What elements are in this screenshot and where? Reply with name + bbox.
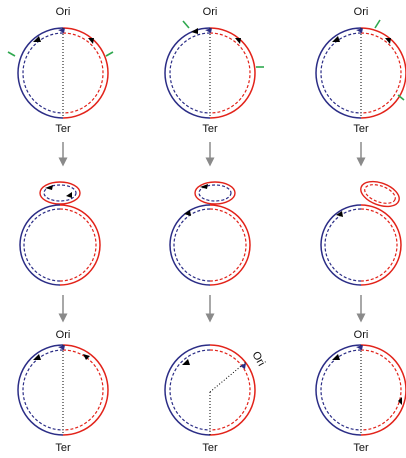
ter-label: Ter (353, 123, 369, 135)
ter-label: Ter (55, 442, 71, 454)
black-arrow-icon (332, 36, 340, 42)
fork-origin-icon (356, 345, 363, 350)
panel-r3c2: Ori Ter (164, 344, 267, 454)
black-arrow-icon (332, 354, 340, 360)
ter-label: Ter (55, 123, 71, 135)
black-arrow-icon (33, 354, 41, 360)
black-arrow-icon (336, 211, 343, 217)
fork-origin-icon (240, 363, 246, 369)
ori-label: Ori (56, 6, 71, 18)
ter-label: Ter (202, 442, 218, 454)
black-arrow-icon (385, 38, 391, 44)
black-arrow-icon (182, 359, 190, 365)
panel-r3c1: Ori Ter (17, 329, 109, 454)
black-arrow-icon (66, 192, 72, 198)
black-arrow-icon (200, 184, 208, 189)
fork-origin-icon (356, 28, 363, 33)
panel-r1c1: Ori Ter (7, 6, 114, 135)
black-arrow-icon (88, 38, 94, 44)
fork-origin-icon (58, 28, 65, 33)
panel-r3c3-mid (320, 180, 402, 286)
fork-origin-icon (58, 345, 65, 350)
panel-r1c3: Ori Ter (315, 6, 406, 135)
black-arrow-icon (235, 38, 241, 44)
ter-label: Ter (353, 442, 369, 454)
black-arrow-icon (83, 354, 90, 360)
black-arrow-icon (45, 185, 53, 190)
panel-r3c3: Ori Ter (315, 329, 406, 454)
green-arrow-icon (374, 19, 381, 29)
ori-label: Ori (203, 6, 218, 18)
green-arrow-icon (397, 94, 405, 101)
black-arrow-icon (191, 28, 198, 34)
black-arrow-icon (398, 397, 402, 405)
panel-r2c2 (169, 181, 251, 286)
black-arrow-icon (184, 210, 191, 216)
ori-label: Ori (354, 6, 369, 18)
ori-label: Ori (249, 350, 267, 369)
ori-label: Ori (354, 329, 369, 341)
fork-origin-icon (205, 28, 212, 33)
ter-label: Ter (202, 123, 218, 135)
green-arrow-icon (105, 51, 114, 57)
green-arrow-icon (7, 51, 16, 57)
ori-label: Ori (56, 329, 71, 341)
panel-r2c1 (19, 181, 101, 286)
black-arrow-icon (33, 36, 41, 42)
panel-r1c2: Ori Ter (164, 6, 264, 135)
green-arrow-icon (182, 20, 190, 29)
